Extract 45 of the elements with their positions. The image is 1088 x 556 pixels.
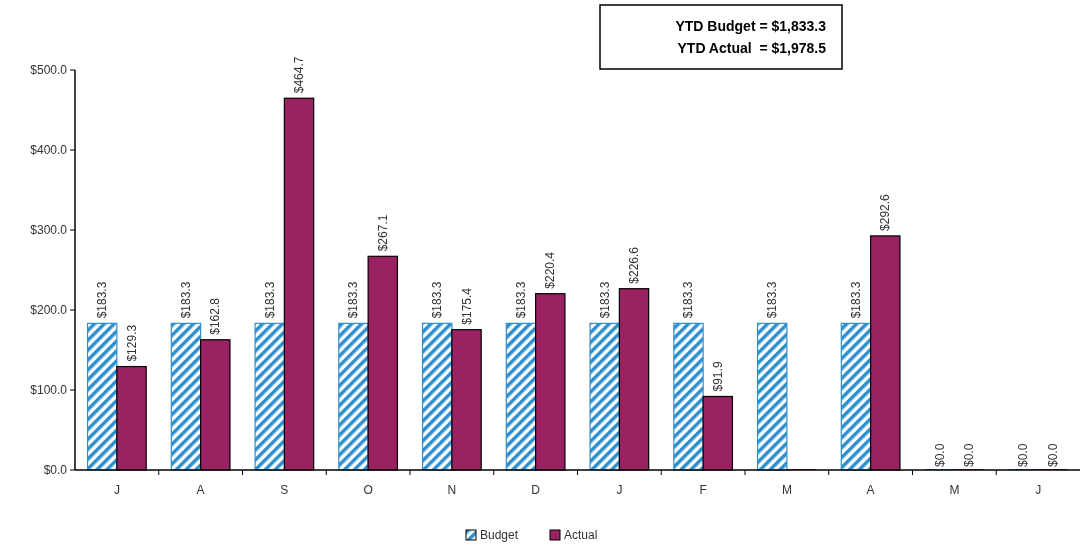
y-tick-label: $0.0 [43,463,68,478]
data-label: $226.6 [627,246,642,284]
legend-label: Actual [564,528,598,542]
x-tick-label: S [280,483,289,497]
data-label: $129.3 [124,324,139,362]
data-label: $183.3 [681,281,696,319]
data-label: $0.0 [1016,443,1031,467]
x-tick-label: N [447,483,457,497]
x-tick-label: D [531,483,541,497]
data-label: $183.3 [178,281,193,319]
y-tick-label: $300.0 [30,223,68,238]
data-label: $183.3 [597,281,612,319]
data-label: $0.0 [932,443,947,467]
y-tick-label: $500.0 [30,63,68,78]
text: YTD Budget = $1,833.3 [675,18,827,34]
data-label: $91.9 [710,361,725,392]
x-tick-label: J [1035,483,1042,497]
data-label: $183.3 [430,281,445,319]
data-label: $183.3 [513,281,528,319]
y-tick-label: $400.0 [30,143,68,158]
data-label: $0.0 [1045,443,1060,467]
x-tick-label: A [196,483,205,497]
data-label: $220.4 [543,251,558,289]
data-label: $162.8 [208,297,223,335]
data-label: $292.6 [878,193,893,231]
text: YTD Actual = $1,978.5 [677,40,827,56]
x-tick-label: J [616,483,623,497]
y-tick-label: $100.0 [30,383,68,398]
data-label: $183.3 [346,281,361,319]
x-tick-label: O [363,483,373,497]
data-label: $183.3 [848,281,863,319]
data-label: $183.3 [262,281,277,319]
data-label: $175.4 [459,287,474,325]
data-label: $183.3 [95,281,110,319]
x-tick-label: M [781,483,792,497]
x-tick-label: F [699,483,707,497]
y-tick-label: $200.0 [30,303,68,318]
x-tick-label: M [949,483,960,497]
data-label: $267.1 [375,214,390,252]
legend-label: Budget [480,528,519,542]
data-label: $464.7 [292,56,307,94]
data-label: $0.0 [962,443,977,467]
data-label: $183.3 [765,281,780,319]
x-tick-label: J [113,483,120,497]
x-tick-label: A [866,483,875,497]
